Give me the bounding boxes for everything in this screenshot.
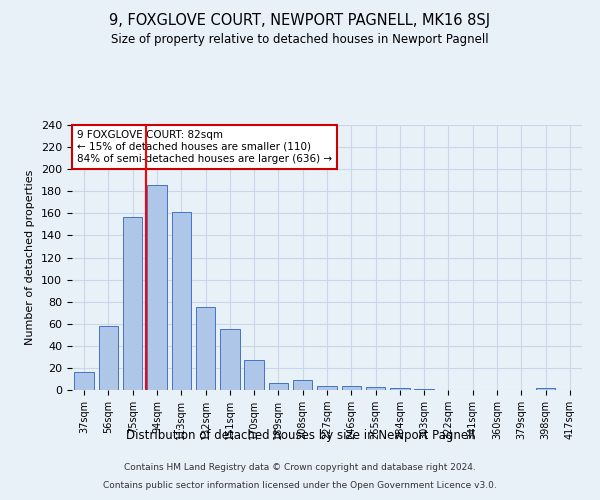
Bar [269, 384, 288, 390]
Bar [341, 386, 361, 390]
Bar [123, 216, 142, 390]
Bar [196, 307, 215, 390]
Bar [244, 360, 264, 390]
Bar [74, 372, 94, 390]
Bar [293, 380, 313, 390]
Bar [99, 326, 118, 390]
Text: Contains public sector information licensed under the Open Government Licence v3: Contains public sector information licen… [103, 481, 497, 490]
Bar [390, 388, 410, 390]
Text: Distribution of detached houses by size in Newport Pagnell: Distribution of detached houses by size … [125, 428, 475, 442]
Bar [415, 389, 434, 390]
Bar [366, 386, 385, 390]
Bar [172, 212, 191, 390]
Text: Size of property relative to detached houses in Newport Pagnell: Size of property relative to detached ho… [111, 32, 489, 46]
Y-axis label: Number of detached properties: Number of detached properties [25, 170, 35, 345]
Bar [536, 388, 555, 390]
Bar [220, 330, 239, 390]
Bar [317, 386, 337, 390]
Bar [147, 184, 167, 390]
Text: 9, FOXGLOVE COURT, NEWPORT PAGNELL, MK16 8SJ: 9, FOXGLOVE COURT, NEWPORT PAGNELL, MK16… [109, 12, 491, 28]
Text: Contains HM Land Registry data © Crown copyright and database right 2024.: Contains HM Land Registry data © Crown c… [124, 464, 476, 472]
Text: 9 FOXGLOVE COURT: 82sqm
← 15% of detached houses are smaller (110)
84% of semi-d: 9 FOXGLOVE COURT: 82sqm ← 15% of detache… [77, 130, 332, 164]
